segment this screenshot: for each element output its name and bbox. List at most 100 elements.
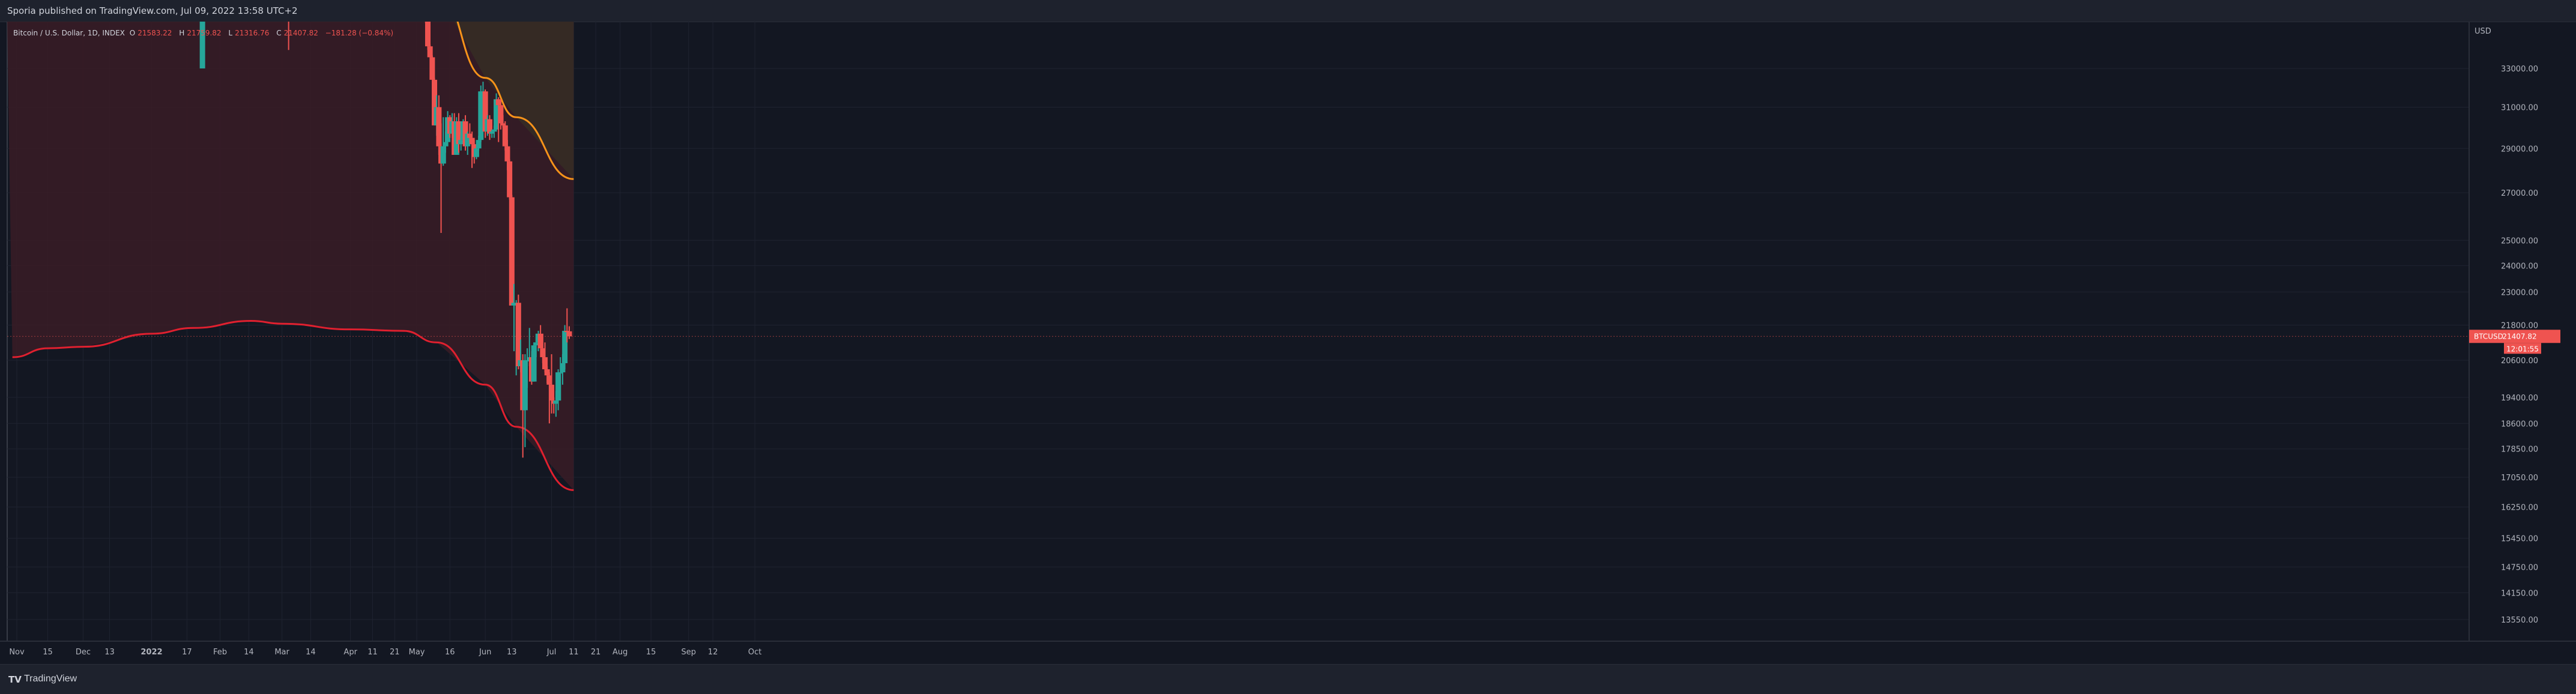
candle-body bbox=[199, 22, 205, 69]
y-tick-label: 33000.00 bbox=[2501, 65, 2538, 74]
candle-body bbox=[494, 99, 500, 130]
red-zone bbox=[7, 22, 574, 490]
x-tick-label: 14 bbox=[306, 648, 316, 657]
candle-body bbox=[436, 107, 442, 146]
x-tick-label: 17 bbox=[182, 648, 192, 657]
candles[interactable] bbox=[199, 22, 572, 458]
candle[interactable] bbox=[562, 325, 568, 370]
close-value: 21407.82 bbox=[283, 29, 318, 37]
orange-zone bbox=[7, 22, 574, 180]
y-tick-label: 19400.00 bbox=[2501, 394, 2538, 403]
candle-body bbox=[562, 331, 568, 363]
candle-body bbox=[507, 161, 513, 198]
open-label: O bbox=[129, 29, 136, 37]
y-tick-label: 29000.00 bbox=[2501, 145, 2538, 154]
candle[interactable] bbox=[555, 369, 561, 411]
price-axis[interactable]: USD 33000.00 31000.00 29000.00 27000.00 25000… bbox=[2475, 27, 2538, 625]
candle-body bbox=[537, 333, 543, 349]
candle-body bbox=[546, 375, 552, 385]
y-tick-label: 15450.00 bbox=[2501, 535, 2538, 544]
top-bar: Sporia published on TradingView.com, Jul… bbox=[0, 0, 2576, 22]
low-label: L bbox=[228, 29, 233, 37]
footer-bar: TV TradingView bbox=[0, 664, 2576, 694]
candle-body bbox=[476, 140, 482, 149]
candle[interactable] bbox=[487, 115, 493, 140]
candle[interactable] bbox=[542, 342, 548, 373]
candle[interactable] bbox=[522, 354, 528, 447]
currency-label: USD bbox=[2475, 27, 2491, 36]
y-tick-label: 31000.00 bbox=[2501, 103, 2538, 112]
chart-canvas[interactable]: USD 33000.00 31000.00 29000.00 27000.00 25000… bbox=[0, 22, 2576, 664]
x-tick-label: Nov bbox=[9, 648, 25, 657]
x-tick-label: Mar bbox=[274, 648, 289, 657]
candle-body bbox=[458, 140, 464, 145]
candle-body bbox=[557, 372, 563, 374]
x-tick-label: Apr bbox=[343, 648, 357, 657]
candle[interactable] bbox=[478, 85, 484, 142]
y-tick-label: 17050.00 bbox=[2501, 474, 2538, 483]
candle[interactable] bbox=[511, 283, 517, 352]
lower-band-line bbox=[12, 319, 574, 491]
candle[interactable] bbox=[502, 121, 508, 151]
x-tick-label: 13 bbox=[507, 648, 517, 657]
candle-body bbox=[465, 133, 471, 146]
candle-body bbox=[469, 137, 475, 145]
candle-body bbox=[560, 363, 566, 373]
y-tick-label: 14750.00 bbox=[2501, 563, 2538, 572]
ohlc-high: H 21759.82 bbox=[179, 29, 223, 37]
symbol-name[interactable]: Bitcoin / U.S. Dollar, 1D, INDEX bbox=[13, 29, 125, 37]
candle-body bbox=[429, 57, 435, 80]
candle[interactable] bbox=[199, 22, 205, 69]
time-axis[interactable]: Nov 15 Dec 13 2022 17 Feb 14 Mar 14 Apr 11 21 May 16 Ju… bbox=[9, 648, 761, 657]
candle[interactable] bbox=[531, 342, 537, 382]
candle[interactable] bbox=[456, 113, 462, 153]
tradingview-logo[interactable]: TV TradingView bbox=[8, 673, 92, 686]
candle[interactable] bbox=[436, 95, 442, 155]
candle-body bbox=[515, 303, 521, 367]
high-label: H bbox=[179, 29, 185, 37]
x-tick-label: 15 bbox=[646, 648, 656, 657]
tradingview-logo-icon: TV bbox=[8, 674, 22, 685]
price-tag-bg bbox=[2469, 330, 2560, 343]
candle[interactable] bbox=[537, 325, 543, 349]
candle-body bbox=[478, 91, 484, 140]
candle[interactable] bbox=[427, 44, 433, 58]
x-tick-label: 21 bbox=[390, 648, 400, 657]
price-zones bbox=[7, 22, 574, 490]
x-tick-label: May bbox=[409, 648, 425, 657]
candle[interactable] bbox=[524, 348, 530, 388]
x-tick-label: Dec bbox=[76, 648, 91, 657]
candle[interactable] bbox=[566, 326, 572, 339]
y-tick-label: 23000.00 bbox=[2501, 288, 2538, 297]
candle-body bbox=[555, 372, 561, 401]
price-tag-symbol: BTCUSD bbox=[2474, 332, 2503, 340]
price-change: −181.28 (−0.84%) bbox=[325, 29, 394, 37]
ohlc-close: C 21407.82 bbox=[276, 29, 321, 37]
candle[interactable] bbox=[429, 55, 435, 80]
candle[interactable] bbox=[473, 146, 479, 160]
ohlc-low: L 21316.76 bbox=[228, 29, 271, 37]
logo-text: TradingView bbox=[24, 674, 77, 684]
x-tick-label: 12 bbox=[708, 648, 718, 657]
y-tick-label: 24000.00 bbox=[2501, 262, 2538, 271]
candle[interactable] bbox=[286, 22, 291, 50]
candle[interactable] bbox=[509, 195, 515, 306]
candle[interactable] bbox=[425, 22, 431, 50]
x-tick-label: Jul bbox=[546, 648, 557, 657]
candle-body bbox=[509, 197, 515, 306]
candle[interactable] bbox=[507, 159, 513, 200]
published-info: Sporia published on TradingView.com, Jul… bbox=[7, 5, 298, 16]
x-tick-label: Oct bbox=[748, 648, 761, 657]
candle[interactable] bbox=[440, 117, 446, 166]
candle-body bbox=[473, 148, 479, 157]
x-tick-label: 2022 bbox=[141, 648, 162, 657]
candle-body bbox=[467, 133, 473, 138]
y-tick-label: 14150.00 bbox=[2501, 589, 2538, 598]
y-tick-label: 18600.00 bbox=[2501, 420, 2538, 429]
candle-body bbox=[544, 369, 550, 376]
ohlc-open: O 21583.22 bbox=[130, 29, 175, 37]
candle-body bbox=[531, 345, 537, 382]
candle[interactable] bbox=[515, 294, 521, 370]
candle-body bbox=[533, 342, 539, 346]
